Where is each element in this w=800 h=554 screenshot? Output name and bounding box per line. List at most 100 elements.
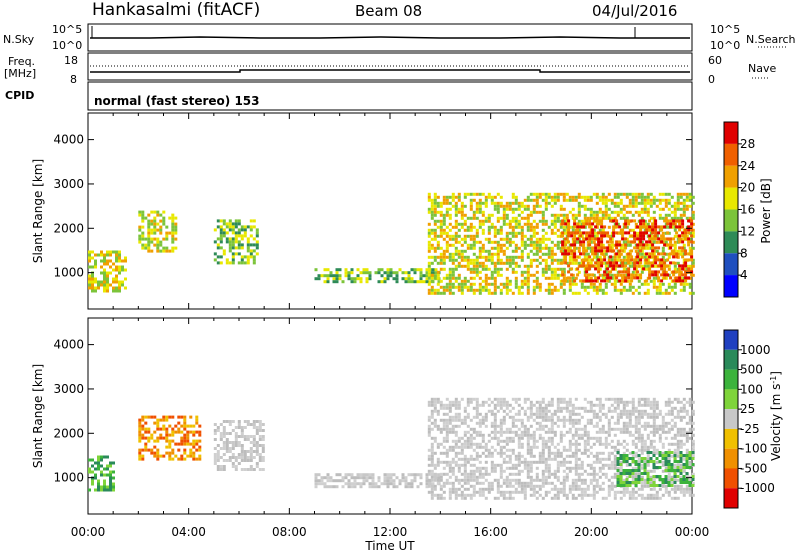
- power-cell: [604, 195, 608, 199]
- power-cell: [571, 291, 575, 295]
- power-cell: [577, 270, 581, 274]
- power-cell: [631, 213, 635, 217]
- velocity-cell: [246, 459, 250, 462]
- power-cell: [523, 279, 527, 283]
- power-cell: [526, 222, 530, 226]
- power-cell: [413, 268, 417, 272]
- velocity-cell: [571, 406, 575, 410]
- power-cell: [619, 282, 623, 286]
- power-cell: [567, 228, 571, 232]
- velocity-cell: [222, 429, 226, 432]
- velocity-cell: [541, 460, 545, 464]
- power-cell: [597, 264, 601, 268]
- power-cell: [685, 204, 689, 208]
- power-cell: [553, 198, 557, 202]
- velocity-cell: [691, 421, 695, 425]
- velocity-cell: [583, 451, 587, 455]
- power-cell: [589, 261, 593, 265]
- power-cell: [499, 237, 503, 241]
- power-cell: [436, 219, 440, 223]
- velocity-cell: [562, 478, 566, 482]
- power-cell: [564, 222, 568, 226]
- velocity-cell: [688, 397, 692, 401]
- velocity-cell: [544, 481, 548, 485]
- power-cell: [454, 276, 458, 280]
- power-cell: [627, 270, 631, 274]
- power-cell: [249, 255, 253, 259]
- velocity-cell: [487, 439, 491, 443]
- velocity-cell: [544, 406, 548, 410]
- velocity-cell: [550, 436, 554, 440]
- velocity-cell: [454, 412, 458, 416]
- power-cell: [648, 237, 652, 241]
- velocity-cell: [451, 466, 455, 470]
- velocity-cell: [138, 439, 142, 443]
- velocity-cell: [419, 482, 423, 486]
- power-cell: [544, 288, 548, 292]
- velocity-cell: [547, 400, 551, 404]
- velocity-cell: [252, 456, 256, 459]
- velocity-cell: [592, 490, 596, 494]
- velocity-cell: [511, 436, 515, 440]
- velocity-cell: [335, 473, 339, 477]
- power-cell: [520, 243, 524, 247]
- velocity-cell: [649, 493, 653, 497]
- power-cell: [427, 195, 431, 199]
- velocity-cell: [667, 448, 671, 452]
- velocity-cell: [430, 445, 434, 449]
- velocity-cell: [457, 466, 461, 470]
- power-cell: [121, 283, 124, 287]
- velocity-cell: [150, 448, 154, 452]
- power-cell: [493, 276, 497, 280]
- velocity-cell: [511, 478, 515, 482]
- velocity-cell: [448, 448, 452, 452]
- power-cell: [529, 225, 533, 229]
- velocity-cell: [404, 479, 408, 483]
- velocity-cell: [448, 466, 452, 470]
- power-cell: [430, 288, 434, 292]
- power-cell: [580, 219, 584, 223]
- power-cell: [436, 273, 440, 277]
- power-cell: [652, 249, 656, 253]
- velocity-cell: [469, 439, 473, 443]
- power-cell: [436, 291, 440, 295]
- power-cell: [580, 204, 584, 208]
- velocity-cell: [502, 457, 506, 461]
- power-cell: [636, 252, 640, 256]
- power-cell: [564, 261, 568, 265]
- velocity-cell: [138, 436, 142, 440]
- power-cell: [657, 225, 661, 229]
- velocity-cell: [634, 442, 638, 446]
- power-cell: [568, 261, 572, 265]
- power-cell: [115, 250, 118, 254]
- velocity-cell: [484, 418, 488, 422]
- velocity-cell: [559, 418, 563, 422]
- power-cell: [237, 231, 241, 235]
- power-cell: [595, 288, 599, 292]
- velocity-cell: [445, 463, 449, 467]
- power-cell: [570, 249, 574, 253]
- power-cell: [547, 246, 551, 250]
- power-cell: [165, 234, 169, 238]
- velocity-cell: [676, 442, 680, 446]
- power-cell: [591, 249, 595, 253]
- power-cell: [153, 243, 157, 247]
- power-cell: [604, 285, 608, 289]
- power-cell: [661, 282, 665, 286]
- velocity-cell: [532, 487, 536, 491]
- velocity-cell: [544, 415, 548, 419]
- power-cell: [682, 210, 686, 214]
- velocity-cell: [222, 453, 226, 456]
- velocity-cell: [676, 433, 680, 437]
- power-cell: [445, 285, 449, 289]
- velocity-cell: [91, 458, 94, 462]
- velocity-cell: [652, 406, 656, 410]
- power-cell: [97, 286, 100, 290]
- velocity-cell: [454, 493, 458, 497]
- power-cell: [156, 249, 160, 253]
- velocity-cell: [679, 415, 683, 419]
- velocity-cell: [583, 448, 587, 452]
- power-cell: [535, 279, 539, 283]
- velocity-cell: [568, 400, 572, 404]
- velocity-cell: [216, 456, 220, 459]
